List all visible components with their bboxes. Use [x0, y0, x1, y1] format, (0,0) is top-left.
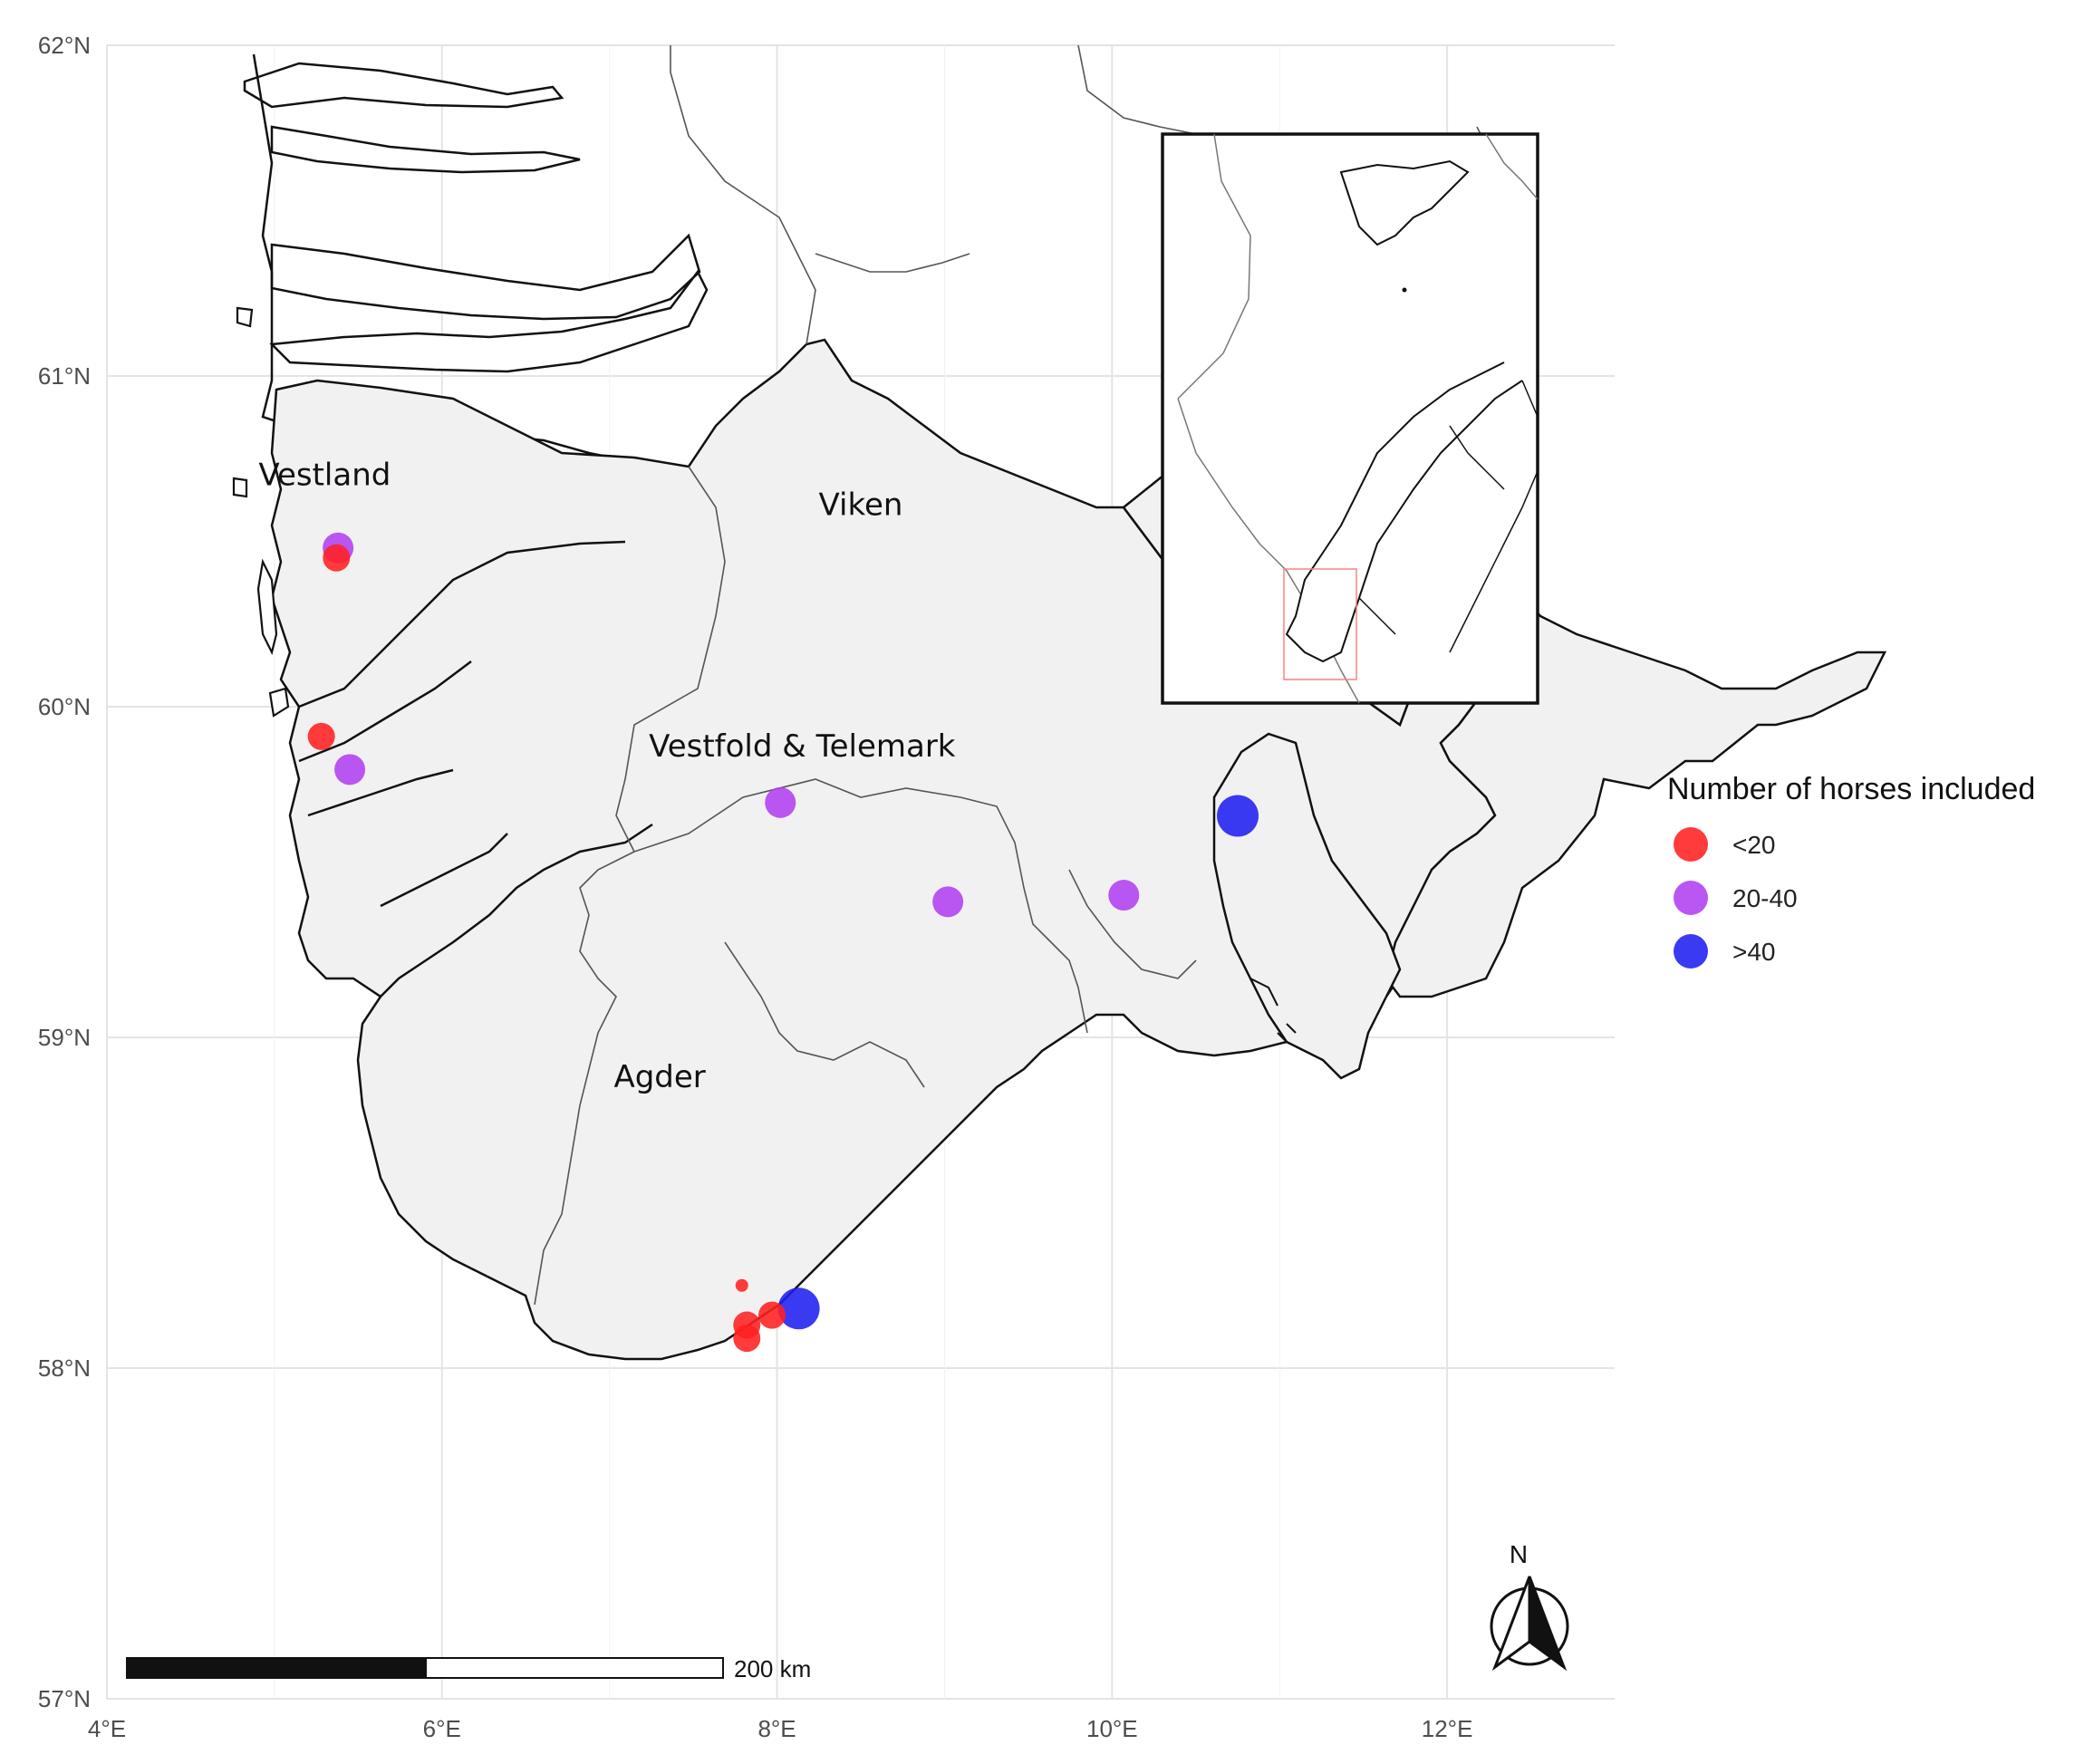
- legend-label: >40: [1732, 938, 1776, 966]
- legend: Number of horses included <20 20-40 >40: [1667, 772, 2035, 969]
- scale-bar-label: 200 km: [734, 1655, 811, 1682]
- legend-title: Number of horses included: [1667, 772, 2035, 806]
- y-tick-label: 62°N: [38, 32, 91, 59]
- y-tick-label: 57°N: [38, 1685, 91, 1712]
- inset-extent-box: [1283, 568, 1357, 680]
- site-marker: [765, 786, 796, 818]
- x-tick-label: 6°E: [423, 1715, 461, 1742]
- coastline-layer: [232, 44, 1887, 1361]
- region-borders: [534, 45, 1197, 1306]
- y-tick-label: 60°N: [38, 693, 91, 720]
- x-tick-label: 8°E: [757, 1715, 796, 1742]
- legend-swatch: [1674, 827, 1708, 862]
- inset-finland: [1449, 470, 1539, 653]
- scale-bar: 200 km: [126, 1655, 811, 1682]
- region-label: Viken: [819, 487, 903, 523]
- inset-bear-island: [1402, 287, 1407, 293]
- y-tick-label: 59°N: [38, 1024, 91, 1051]
- region-label: Vestfold & Telemark: [649, 728, 956, 765]
- site-marker: [758, 1301, 786, 1329]
- axes: 4°E 6°E 8°E 10°E 12°E 57°N 58°N 59°N 60°N 61°N 62°…: [38, 32, 1473, 1742]
- site-marker: [733, 1325, 761, 1353]
- y-tick-label: 58°N: [38, 1354, 91, 1382]
- north-arrow-icon: N: [1490, 1540, 1569, 1672]
- site-marker: [932, 886, 964, 918]
- site-marker: [735, 1278, 748, 1292]
- legend-label: <20: [1732, 831, 1776, 859]
- west-islands: [232, 306, 290, 718]
- north-arrow-right: [1528, 1576, 1568, 1672]
- inset-svalbard: [1339, 159, 1470, 246]
- inset-sweden-border: [1358, 380, 1539, 635]
- ostfold-land: [1212, 732, 1402, 1080]
- legend-swatch: [1674, 881, 1708, 915]
- site-marker: [323, 544, 351, 572]
- inset-borders: [1177, 133, 1539, 704]
- north-label: N: [1510, 1540, 1528, 1568]
- site-marker: [777, 1287, 820, 1330]
- scale-bar-white: [425, 1657, 724, 1679]
- oslofjord-islands: [1249, 978, 1297, 1043]
- inset-norway-coast: [1285, 361, 1523, 663]
- north-arrow-left: [1491, 1576, 1531, 1672]
- region-label: Agder: [613, 1059, 705, 1095]
- norway-overview-icon: [1161, 132, 1539, 705]
- northern-land-outline: [243, 62, 709, 373]
- scale-bar-black: [126, 1657, 427, 1679]
- region-labels: Vestland Viken Vestfold & Telemark Agder: [258, 457, 955, 1094]
- site-marker: [307, 722, 335, 750]
- x-tick-label: 10°E: [1086, 1715, 1138, 1742]
- region-label: Vestland: [258, 457, 391, 493]
- site-marker: [334, 754, 366, 786]
- y-tick-label: 61°N: [38, 362, 91, 390]
- vestland-fjords: [298, 540, 653, 998]
- site-marker: [1108, 880, 1140, 911]
- legend-swatch: [1674, 934, 1708, 969]
- x-tick-label: 12°E: [1422, 1715, 1473, 1742]
- site-marker: [1217, 795, 1259, 837]
- x-tick-label: 4°E: [88, 1715, 126, 1742]
- legend-label: 20-40: [1732, 884, 1798, 912]
- sampling-sites: [307, 532, 1259, 1353]
